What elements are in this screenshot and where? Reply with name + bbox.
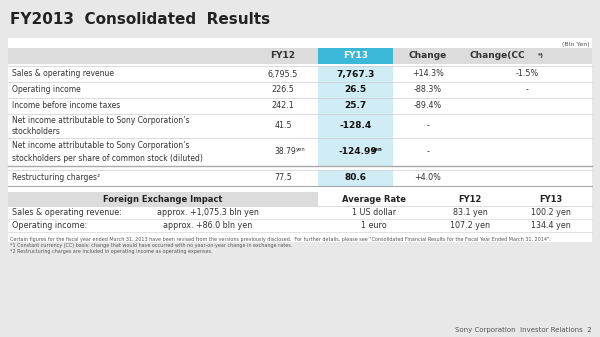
Text: stockholders: stockholders <box>12 127 61 136</box>
FancyBboxPatch shape <box>318 114 393 138</box>
FancyBboxPatch shape <box>393 48 463 64</box>
Text: 77.5: 77.5 <box>274 174 292 183</box>
FancyBboxPatch shape <box>318 82 393 98</box>
Text: -128.4: -128.4 <box>340 122 371 130</box>
Text: 38.79: 38.79 <box>274 148 296 156</box>
Text: FY2013  Consolidated  Results: FY2013 Consolidated Results <box>10 12 270 28</box>
FancyBboxPatch shape <box>318 66 393 82</box>
Text: yen: yen <box>372 148 383 153</box>
FancyBboxPatch shape <box>8 192 592 242</box>
FancyBboxPatch shape <box>318 48 393 64</box>
Text: Operating income: Operating income <box>12 86 81 94</box>
FancyBboxPatch shape <box>318 138 393 166</box>
Text: Net income attributable to Sony Corporation’s: Net income attributable to Sony Corporat… <box>12 116 190 125</box>
FancyBboxPatch shape <box>8 48 248 64</box>
Text: Foreign Exchange Impact: Foreign Exchange Impact <box>103 194 223 204</box>
Text: *2 Restructuring charges are included in operating income as operating expenses.: *2 Restructuring charges are included in… <box>10 249 212 254</box>
FancyBboxPatch shape <box>8 192 318 206</box>
Text: -88.3%: -88.3% <box>414 86 442 94</box>
Text: stockholders per share of common stock (diluted): stockholders per share of common stock (… <box>12 154 203 163</box>
Text: 100.2 yen: 100.2 yen <box>531 208 571 217</box>
Text: 1 US dollar: 1 US dollar <box>352 208 396 217</box>
Text: approx. +1,075.3 bln yen: approx. +1,075.3 bln yen <box>157 208 259 217</box>
Text: *1 Constant currency (CC) basis: change that would have occurred with no year-on: *1 Constant currency (CC) basis: change … <box>10 243 292 248</box>
Text: approx. +86.0 bln yen: approx. +86.0 bln yen <box>163 221 253 230</box>
Text: 25.7: 25.7 <box>344 101 367 111</box>
Text: *): *) <box>538 53 544 58</box>
Text: 26.5: 26.5 <box>344 86 367 94</box>
Text: FY13: FY13 <box>539 194 563 204</box>
Text: Certain figures for the fiscal year ended March 31, 2013 have been revised from : Certain figures for the fiscal year ende… <box>10 237 551 242</box>
Text: Average Rate: Average Rate <box>342 194 406 204</box>
Text: Sony Corporation  Investor Relations  2: Sony Corporation Investor Relations 2 <box>455 327 592 333</box>
Text: 80.6: 80.6 <box>344 174 367 183</box>
Text: Sales & operating revenue: Sales & operating revenue <box>12 69 114 79</box>
Text: +4.0%: +4.0% <box>415 174 442 183</box>
Text: FY12: FY12 <box>271 52 296 61</box>
Text: FY12: FY12 <box>458 194 482 204</box>
Text: -89.4%: -89.4% <box>414 101 442 111</box>
Text: -124.99: -124.99 <box>338 148 377 156</box>
FancyBboxPatch shape <box>248 48 318 64</box>
Text: (Bln Yen): (Bln Yen) <box>562 42 590 47</box>
Text: Sales & operating revenue:: Sales & operating revenue: <box>12 208 122 217</box>
Text: 1 euro: 1 euro <box>361 221 387 230</box>
FancyBboxPatch shape <box>8 38 592 228</box>
FancyBboxPatch shape <box>463 48 592 64</box>
Text: -1.5%: -1.5% <box>516 69 539 79</box>
Text: 134.4 yen: 134.4 yen <box>531 221 571 230</box>
Text: 242.1: 242.1 <box>272 101 295 111</box>
Text: Income before income taxes: Income before income taxes <box>12 101 120 111</box>
Text: Restructuring charges²: Restructuring charges² <box>12 174 100 183</box>
Text: Change: Change <box>409 52 447 61</box>
Text: 41.5: 41.5 <box>274 122 292 130</box>
Text: 226.5: 226.5 <box>272 86 295 94</box>
Text: FY13: FY13 <box>343 52 368 61</box>
Text: Operating income:: Operating income: <box>12 221 87 230</box>
Text: -: - <box>427 122 430 130</box>
Text: Change(CC: Change(CC <box>470 52 526 61</box>
Text: yen: yen <box>296 148 306 153</box>
Text: 7,767.3: 7,767.3 <box>337 69 374 79</box>
Text: Net income attributable to Sony Corporation’s: Net income attributable to Sony Corporat… <box>12 141 190 150</box>
Text: -: - <box>427 148 430 156</box>
Text: 6,795.5: 6,795.5 <box>268 69 298 79</box>
Text: -: - <box>526 86 529 94</box>
FancyBboxPatch shape <box>318 98 393 114</box>
Text: 83.1 yen: 83.1 yen <box>452 208 487 217</box>
FancyBboxPatch shape <box>318 170 393 186</box>
Text: +14.3%: +14.3% <box>412 69 444 79</box>
Text: 107.2 yen: 107.2 yen <box>450 221 490 230</box>
